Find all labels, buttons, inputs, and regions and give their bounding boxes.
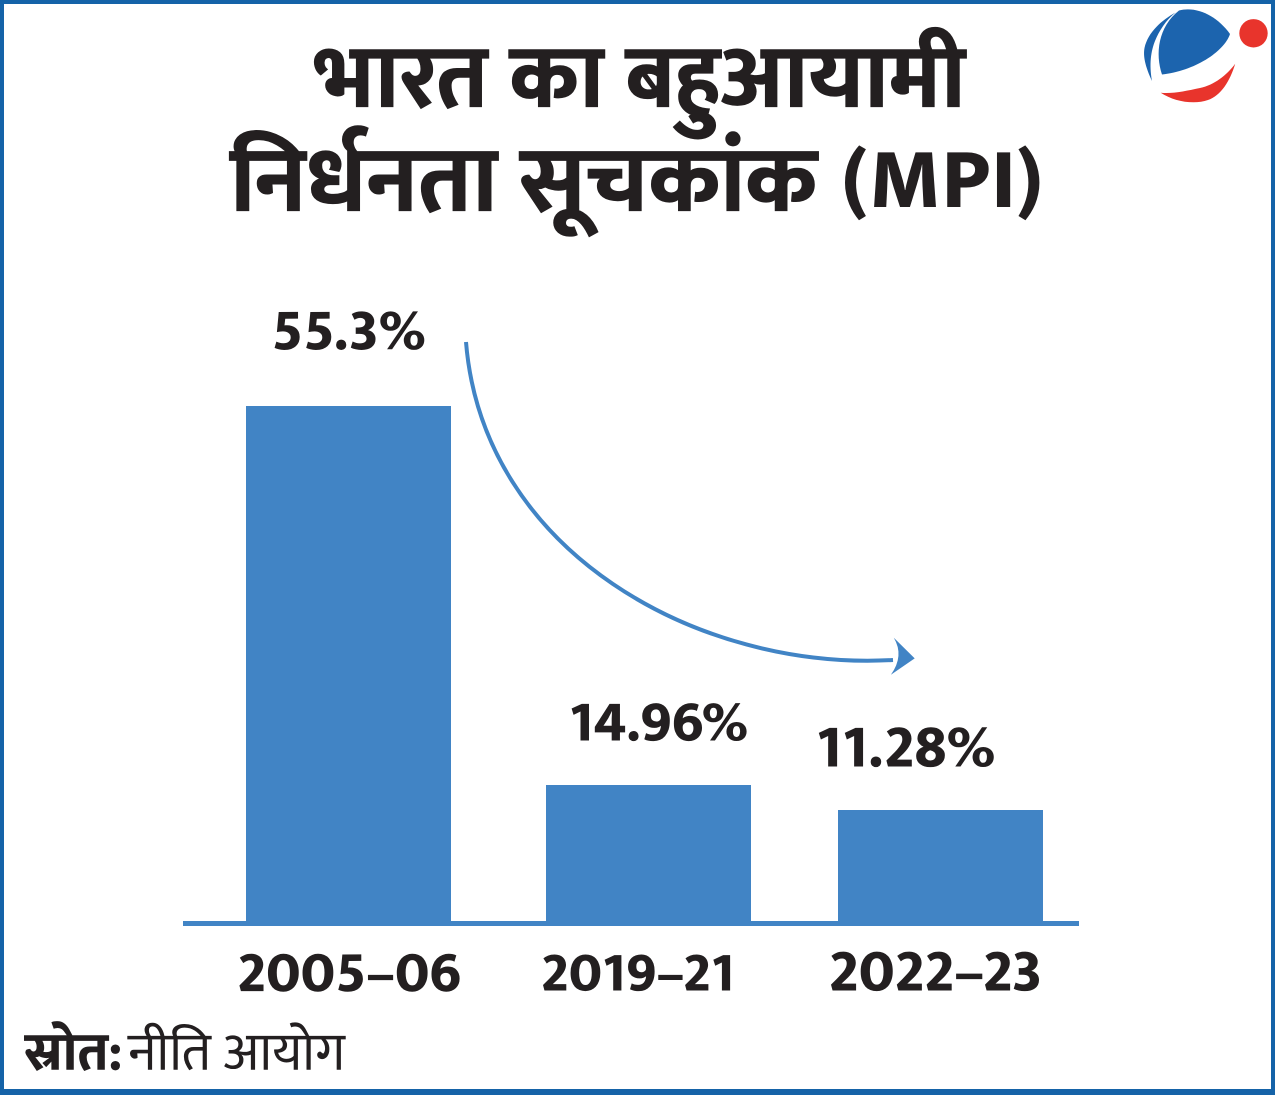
category-label-2005-06: 2005–06 xyxy=(239,954,487,1007)
value-label-2005-06: 55.3% xyxy=(275,311,459,364)
page-title-line-1: भारत का बहुआयामी xyxy=(311,28,1000,120)
category-label-2022-23: 2022–23 xyxy=(831,952,1088,1007)
page-title-line-2: निर्धनता सूचकांक (MPI) xyxy=(193,124,1117,220)
logo-blue-sliver xyxy=(1144,12,1176,81)
bar-2019-21 xyxy=(546,785,751,921)
trend-arrow-curve xyxy=(464,341,894,663)
logo-red-dot xyxy=(1239,19,1268,48)
trend-arrow xyxy=(464,341,915,675)
bar-2005-06 xyxy=(246,406,451,921)
logo-red-crescent xyxy=(1160,63,1236,103)
logo-blue-leaf xyxy=(1158,9,1230,75)
value-label-2019-21: 14.96% xyxy=(572,703,789,755)
category-label-2019-21: 2019–21 xyxy=(543,954,781,1005)
bar-2022-23 xyxy=(838,810,1043,921)
x-axis-line xyxy=(183,921,1079,926)
drishti-ias-logo xyxy=(1144,9,1268,103)
trend-arrow-head xyxy=(890,637,915,675)
source-note: स्रोत: नीति आयोग xyxy=(24,1021,345,1070)
value-label-2022-23: 11.28% xyxy=(819,727,1048,782)
